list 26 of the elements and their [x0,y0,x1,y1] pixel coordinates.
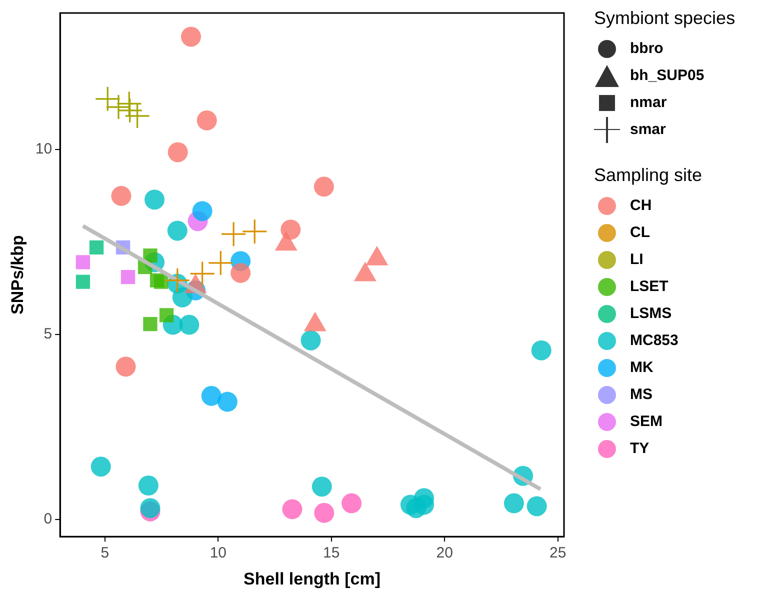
x-tick-label: 25 [550,544,566,562]
x-axis-title: Shell length [cm] [244,569,381,588]
x-tick-label: 5 [100,544,110,562]
legend-label: LSMS [630,305,672,322]
legend-label: bbro [630,40,664,57]
y-tick-label: 0 [44,510,52,528]
x-tick-label: 15 [323,544,340,562]
legend-label: MS [630,386,652,403]
y-tick-label: 10 [35,140,52,158]
legend-label: TY [630,440,650,457]
y-axis-title: SNPs/kbp [8,235,27,314]
legend-label: LSET [630,278,668,295]
legend-label: nmar [630,94,667,111]
legend-label: SEM [630,413,663,430]
legend-label: CL [630,224,650,241]
legend-label: MK [630,359,654,376]
legend-label: smar [630,121,666,138]
legend-label: MC853 [630,332,678,349]
x-tick-label: 20 [436,544,453,562]
y-tick-label: 5 [44,326,52,343]
legend-label: CH [630,197,652,214]
text: Sampling site [594,165,702,185]
x-tick-label: 10 [210,544,227,562]
text: Symbiont species [594,8,736,28]
legend-label: bh_SUP05 [630,67,704,84]
legend-label: LI [630,251,644,268]
